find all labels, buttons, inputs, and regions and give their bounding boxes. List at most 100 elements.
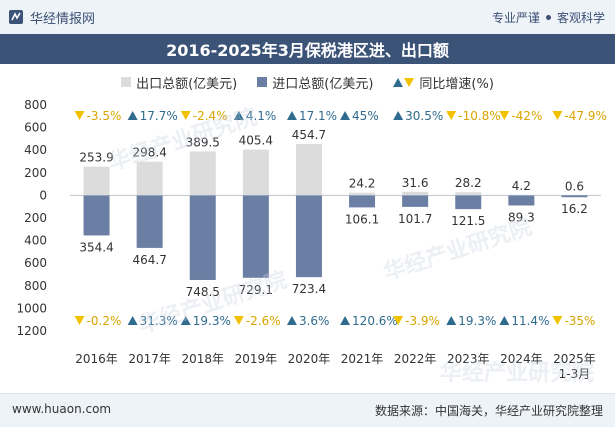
import-bar (561, 195, 588, 198)
export-bar (189, 151, 216, 196)
import-growth-triangle-down-icon (233, 316, 244, 325)
x-tick-label: 2024年 (500, 352, 543, 366)
y-tick-label: 600 (24, 121, 47, 135)
import-value-label: 101.7 (398, 212, 432, 226)
export-bar (83, 166, 110, 196)
import-growth-label: -0.2% (87, 314, 122, 328)
export-growth-label: -3.5% (87, 109, 122, 123)
import-growth-triangle-down-icon (552, 316, 563, 325)
export-growth-label: 30.5% (405, 109, 443, 123)
y-tick-label: 400 (24, 234, 47, 248)
export-bar (295, 144, 322, 196)
legend-export-swatch (121, 77, 132, 87)
chart-legend: 出口总额(亿美元) 进口总额(亿美元) 同比增速(%) (0, 72, 615, 92)
import-value-label: 748.5 (186, 285, 220, 299)
legend-import-swatch (257, 77, 268, 87)
import-growth-triangle-up-icon (286, 316, 297, 325)
tagline: 专业严谨 客观科学 (492, 9, 605, 26)
export-growth-triangle-down-icon (180, 111, 191, 120)
x-tick-label: 2016年 (75, 352, 118, 366)
export-growth-label: -42% (511, 109, 542, 123)
tagline-left: 专业严谨 (491, 11, 540, 25)
y-tick-label: 200 (24, 166, 47, 180)
export-growth-label: -10.8% (458, 109, 500, 123)
export-value-label: 4.2 (512, 179, 531, 193)
import-growth-triangle-up-icon (127, 316, 138, 325)
bar-chart: 800 600 400 200 0 200 400 600 800 1000 1200 253.9 35… (16, 98, 606, 381)
import-value-label: 354.4 (79, 240, 113, 254)
y-tick-label: 0 (39, 188, 47, 202)
export-growth-triangle-down-icon (552, 111, 563, 120)
import-value-label: 121.5 (451, 214, 485, 228)
tagline-right: 客观科学 (556, 11, 605, 25)
import-growth-triangle-down-icon (393, 316, 404, 325)
import-growth-label: 31.3% (140, 314, 178, 328)
x-tick-label: 2017年 (128, 352, 171, 366)
y-tick-label: 800 (24, 279, 47, 293)
export-growth-triangle-down-icon (499, 111, 510, 120)
legend-growth-markers (393, 77, 415, 87)
export-growth-label: -2.4% (193, 109, 228, 123)
export-value-label: 405.4 (239, 134, 273, 148)
import-growth-label: 3.6% (299, 314, 330, 328)
export-growth-triangle-down-icon (74, 111, 85, 120)
import-bar (136, 195, 163, 248)
import-value-label: 729.1 (239, 283, 273, 297)
import-growth-label: -2.6% (246, 314, 281, 328)
export-value-label: 298.4 (132, 146, 166, 160)
import-value-label: 106.1 (345, 212, 379, 226)
import-value-label: 89.3 (508, 210, 535, 224)
brand: 华经情报网 (8, 8, 96, 27)
separator-dot-icon (545, 15, 551, 20)
legend-import: 进口总额(亿美元) (257, 73, 373, 92)
x-tick-label: 2020年 (288, 352, 331, 366)
x-tick-label: 2025年 (553, 352, 596, 366)
y-tick-label: 600 (24, 256, 47, 270)
y-tick-label: 1000 (16, 301, 47, 315)
import-growth-triangle-up-icon (499, 316, 510, 325)
import-value-label: 16.2 (561, 202, 588, 216)
export-growth-triangle-up-icon (233, 111, 244, 120)
import-bar (402, 195, 429, 207)
legend-export: 出口总额(亿美元) (121, 73, 237, 92)
triangle-down-icon (404, 77, 415, 87)
legend-import-label: 进口总额(亿美元) (272, 76, 374, 92)
export-growth-label: 17.7% (140, 109, 178, 123)
y-tick-label: 400 (24, 143, 47, 157)
import-growth-label: 19.3% (458, 314, 496, 328)
import-bar (455, 195, 482, 210)
import-bar (508, 195, 535, 206)
import-growth-label: -3.9% (405, 314, 440, 328)
export-growth-triangle-up-icon (286, 111, 297, 120)
y-tick-label: 800 (24, 98, 47, 112)
export-bar (242, 149, 269, 196)
import-growth-label: 11.4% (511, 314, 549, 328)
import-value-label: 723.4 (292, 282, 326, 296)
import-bar (295, 195, 322, 278)
import-growth-label: 120.6% (352, 314, 398, 328)
export-value-label: 454.7 (292, 128, 326, 142)
footer-divider (0, 393, 615, 394)
import-bar (189, 195, 216, 280)
export-growth-label: 17.1% (299, 109, 337, 123)
x-tick-label: 2023年 (447, 352, 490, 366)
export-growth-label: 45% (352, 109, 379, 123)
x-tick-label: 2018年 (181, 352, 224, 366)
brand-logo-icon (9, 10, 23, 24)
import-bar (83, 195, 110, 236)
import-value-label: 464.7 (132, 253, 166, 267)
export-value-label: 253.9 (79, 151, 113, 165)
import-growth-label: -35% (564, 314, 595, 328)
legend-growth: 同比增速(%) (393, 73, 494, 92)
export-growth-triangle-up-icon (393, 111, 404, 120)
legend-export-label: 出口总额(亿美元) (136, 76, 238, 92)
export-value-label: 0.6 (565, 179, 584, 193)
import-growth-triangle-up-icon (340, 316, 351, 325)
export-growth-triangle-up-icon (340, 111, 351, 120)
brand-name: 华经情报网 (30, 11, 96, 27)
x-tick-label: 1-3月 (559, 367, 591, 381)
x-tick-label: 2022年 (394, 352, 437, 366)
import-bar (349, 195, 376, 208)
export-growth-label: 4.1% (246, 109, 277, 123)
import-bar (242, 195, 269, 278)
